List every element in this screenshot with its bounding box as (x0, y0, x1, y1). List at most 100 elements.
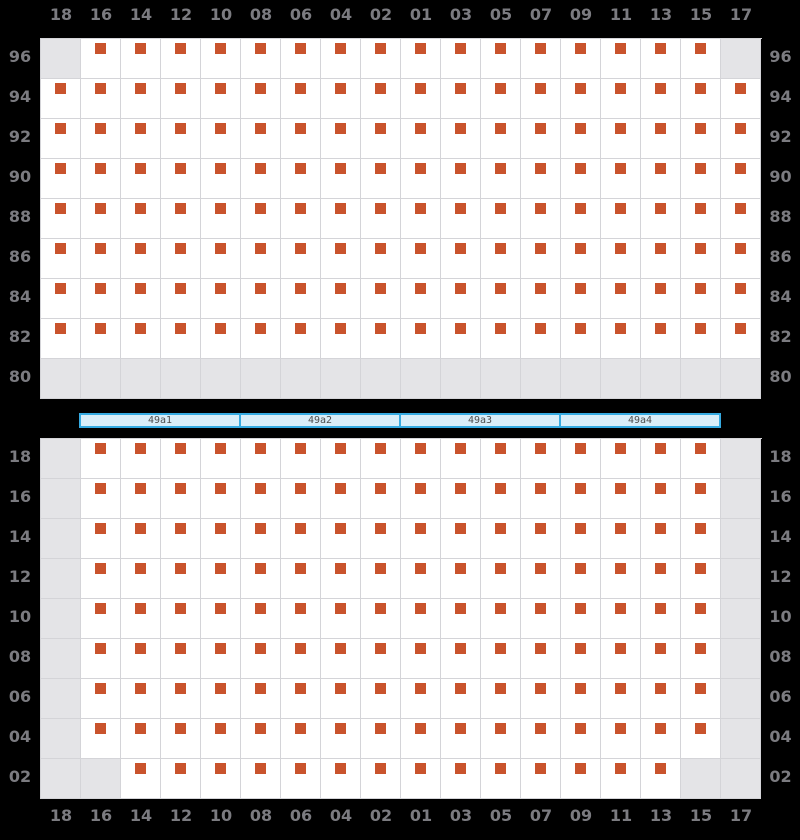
seat-cell[interactable] (401, 439, 441, 479)
seat-cell[interactable] (601, 639, 641, 679)
seat-cell[interactable] (201, 159, 241, 199)
seat-cell[interactable] (201, 479, 241, 519)
seat-cell[interactable] (521, 719, 561, 759)
seat-cell[interactable] (81, 559, 121, 599)
seat-cell[interactable] (561, 199, 601, 239)
seat-cell[interactable] (441, 319, 481, 359)
seat-cell[interactable] (401, 599, 441, 639)
seat-cell[interactable] (561, 519, 601, 559)
seat-cell[interactable] (401, 639, 441, 679)
seat-cell[interactable] (241, 199, 281, 239)
seat-cell[interactable] (281, 119, 321, 159)
seat-cell[interactable] (441, 759, 481, 799)
seat-cell[interactable] (561, 559, 601, 599)
seat-cell[interactable] (241, 519, 281, 559)
seat-cell[interactable] (361, 79, 401, 119)
seat-cell[interactable] (321, 119, 361, 159)
seat-cell[interactable] (81, 319, 121, 359)
seat-cell[interactable] (681, 639, 721, 679)
seat-cell[interactable] (681, 119, 721, 159)
seat-cell[interactable] (641, 119, 681, 159)
seat-cell[interactable] (161, 599, 201, 639)
seat-cell[interactable] (481, 439, 521, 479)
seat-cell[interactable] (401, 239, 441, 279)
seat-cell[interactable] (641, 319, 681, 359)
seat-cell[interactable] (681, 719, 721, 759)
seat-cell[interactable] (241, 119, 281, 159)
seat-cell[interactable] (361, 319, 401, 359)
seat-cell[interactable] (561, 79, 601, 119)
seat-cell[interactable] (641, 559, 681, 599)
seat-cell[interactable] (481, 39, 521, 79)
seat-cell[interactable] (121, 79, 161, 119)
seat-cell[interactable] (601, 159, 641, 199)
seat-cell[interactable] (721, 319, 761, 359)
seat-cell[interactable] (401, 319, 441, 359)
seat-cell[interactable] (201, 719, 241, 759)
seat-cell[interactable] (81, 79, 121, 119)
seat-cell[interactable] (241, 759, 281, 799)
seat-cell[interactable] (521, 759, 561, 799)
seat-cell[interactable] (521, 79, 561, 119)
seat-cell[interactable] (481, 679, 521, 719)
seat-cell[interactable] (601, 559, 641, 599)
seat-cell[interactable] (401, 199, 441, 239)
seat-cell[interactable] (81, 519, 121, 559)
seat-cell[interactable] (681, 519, 721, 559)
seat-cell[interactable] (601, 719, 641, 759)
seat-cell[interactable] (681, 679, 721, 719)
seat-cell[interactable] (601, 759, 641, 799)
seat-cell[interactable] (521, 559, 561, 599)
seat-cell[interactable] (401, 719, 441, 759)
seat-cell[interactable] (601, 119, 641, 159)
seat-cell[interactable] (561, 719, 601, 759)
seat-cell[interactable] (641, 599, 681, 639)
seat-cell[interactable] (321, 719, 361, 759)
seat-cell[interactable] (81, 719, 121, 759)
seat-cell[interactable] (441, 439, 481, 479)
seat-cell[interactable] (201, 79, 241, 119)
seat-cell[interactable] (161, 519, 201, 559)
seat-cell[interactable] (41, 159, 81, 199)
seat-cell[interactable] (521, 239, 561, 279)
seat-cell[interactable] (641, 479, 681, 519)
seat-cell[interactable] (721, 119, 761, 159)
seat-cell[interactable] (121, 759, 161, 799)
seat-cell[interactable] (681, 559, 721, 599)
seat-cell[interactable] (241, 479, 281, 519)
seat-cell[interactable] (81, 119, 121, 159)
seat-cell[interactable] (281, 479, 321, 519)
seat-cell[interactable] (281, 639, 321, 679)
seat-cell[interactable] (361, 279, 401, 319)
seat-cell[interactable] (281, 159, 321, 199)
seat-cell[interactable] (641, 79, 681, 119)
seat-cell[interactable] (561, 39, 601, 79)
seat-cell[interactable] (441, 519, 481, 559)
seat-cell[interactable] (361, 159, 401, 199)
seat-cell[interactable] (121, 519, 161, 559)
seat-cell[interactable] (521, 479, 561, 519)
seat-cell[interactable] (681, 39, 721, 79)
seat-cell[interactable] (721, 279, 761, 319)
seat-cell[interactable] (41, 199, 81, 239)
seat-cell[interactable] (121, 119, 161, 159)
seat-cell[interactable] (561, 279, 601, 319)
seat-cell[interactable] (241, 599, 281, 639)
seat-cell[interactable] (241, 239, 281, 279)
seat-cell[interactable] (161, 199, 201, 239)
seat-cell[interactable] (321, 199, 361, 239)
seat-cell[interactable] (161, 39, 201, 79)
seat-cell[interactable] (441, 119, 481, 159)
seat-cell[interactable] (41, 319, 81, 359)
seat-cell[interactable] (681, 479, 721, 519)
seat-cell[interactable] (401, 679, 441, 719)
seat-cell[interactable] (281, 199, 321, 239)
seat-cell[interactable] (321, 679, 361, 719)
seat-cell[interactable] (321, 39, 361, 79)
seat-cell[interactable] (521, 599, 561, 639)
seat-cell[interactable] (521, 519, 561, 559)
seat-cell[interactable] (201, 239, 241, 279)
seat-cell[interactable] (201, 119, 241, 159)
seat-cell[interactable] (641, 719, 681, 759)
seat-cell[interactable] (161, 119, 201, 159)
